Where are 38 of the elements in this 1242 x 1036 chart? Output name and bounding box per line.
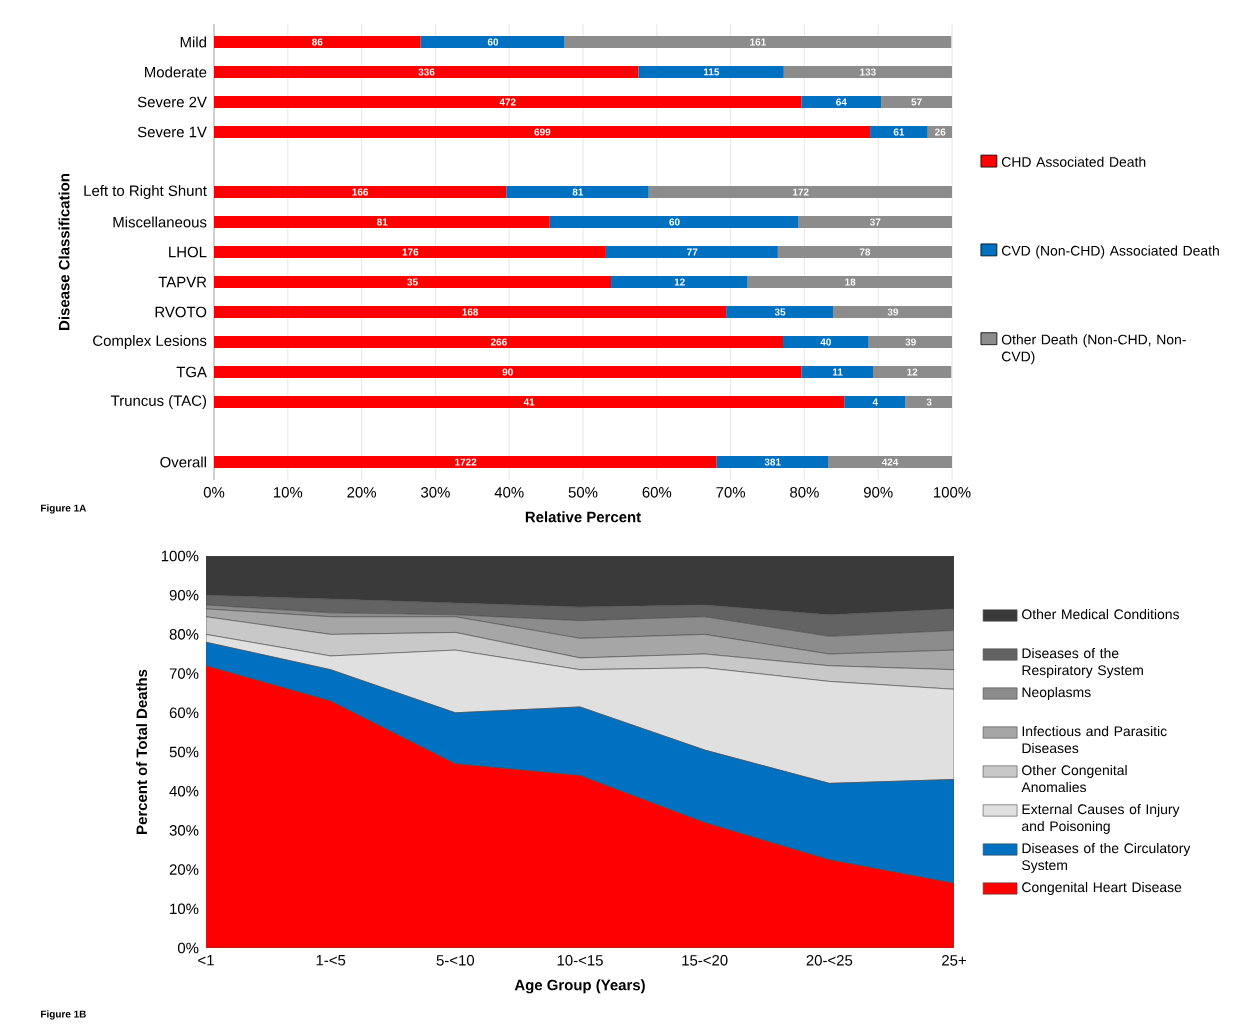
bar	[564, 35, 952, 48]
bar	[214, 186, 507, 198]
bar	[881, 96, 953, 108]
bar	[611, 276, 748, 288]
bar	[214, 306, 727, 318]
bar	[648, 186, 953, 198]
bar	[844, 396, 906, 408]
bar	[801, 96, 882, 108]
bar	[716, 456, 829, 468]
bar	[777, 246, 953, 258]
bar	[506, 186, 649, 198]
bar	[726, 306, 834, 318]
bar	[214, 35, 421, 48]
bar	[873, 366, 952, 378]
bar	[783, 66, 953, 78]
bar	[868, 336, 953, 348]
bar	[828, 456, 953, 468]
bar	[905, 396, 953, 408]
bar	[214, 456, 717, 468]
bar	[798, 216, 953, 228]
bar	[214, 126, 871, 138]
bar	[801, 366, 874, 378]
bar	[214, 336, 784, 348]
bar	[747, 276, 953, 288]
bar	[214, 246, 606, 258]
bar	[214, 216, 550, 228]
bar	[783, 336, 869, 348]
bar	[214, 66, 639, 78]
bar	[214, 276, 612, 288]
bar	[833, 306, 953, 318]
bar	[214, 366, 802, 378]
bar	[870, 126, 928, 138]
bar	[638, 66, 784, 78]
bar	[420, 35, 565, 48]
bar	[214, 396, 845, 408]
bar	[549, 216, 799, 228]
bar	[605, 246, 778, 258]
bar	[214, 96, 802, 108]
